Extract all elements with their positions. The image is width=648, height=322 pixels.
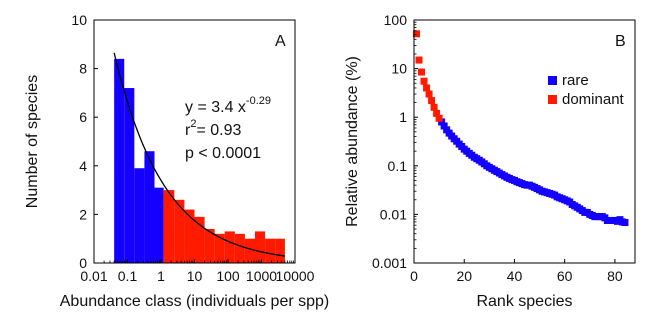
- fit-r-squared: r2= 0.93: [185, 118, 241, 139]
- x-tick-label: 40: [507, 268, 523, 284]
- histogram-bar: [124, 88, 135, 263]
- histogram-bar: [255, 231, 266, 263]
- histogram-bar: [275, 238, 285, 263]
- fit-p-value: p < 0.0001: [185, 145, 261, 162]
- data-point-dominant: [415, 56, 423, 64]
- data-point-rare: [621, 219, 629, 227]
- x-tick-label: 1: [157, 268, 165, 284]
- panel-a-y-ticks: 0 2 4 6 8 10: [71, 12, 98, 271]
- data-point-dominant: [418, 68, 426, 76]
- y-tick-label: 2: [79, 206, 87, 222]
- histogram-bar: [174, 199, 185, 263]
- histogram-bar: [114, 58, 125, 263]
- x-tick-label: 10000: [276, 268, 315, 284]
- fit-equation: y = 3.4 x-0.29: [185, 95, 271, 116]
- x-tick-label: 0: [410, 268, 418, 284]
- y-tick-label: 0.001: [372, 255, 407, 271]
- histogram-bar: [184, 209, 195, 263]
- histogram-bar: [163, 190, 175, 263]
- data-point-rare: [440, 122, 448, 130]
- x-tick-label: 60: [557, 268, 573, 284]
- panel-a-y-axis-label: Number of species: [24, 75, 41, 208]
- y-tick-label: 10: [71, 12, 87, 28]
- x-tick-label: 1000: [246, 268, 277, 284]
- panel-b-y-ticks: 0.001 0.01 0.1 1 10 100: [372, 12, 418, 271]
- data-point-dominant: [420, 77, 428, 85]
- panel-b-legend: rare dominant: [548, 72, 625, 108]
- y-tick-label: 4: [79, 158, 87, 174]
- legend-label-dominant: dominant: [562, 91, 625, 108]
- power-law-fit-curve: [113, 52, 286, 257]
- histogram-bar: [134, 168, 145, 263]
- panel-b-x-ticks: 0 20 40 60 80: [410, 259, 623, 284]
- x-tick-label: 100: [216, 268, 240, 284]
- legend-label-rare: rare: [562, 72, 589, 89]
- data-point-dominant: [433, 109, 441, 117]
- x-tick-label: 80: [607, 268, 623, 284]
- panel-b-plot-frame: [413, 19, 636, 264]
- panel-b-points: [413, 30, 629, 227]
- y-tick-label: 1: [399, 109, 407, 125]
- panel-a-x-axis-label: Abundance class (individuals per spp): [60, 293, 329, 310]
- y-tick-label: 8: [79, 61, 87, 77]
- histogram-bar: [144, 151, 155, 263]
- x-tick-label: 20: [456, 268, 472, 284]
- y-tick-label: 0.01: [380, 206, 407, 222]
- panel-b-label: B: [615, 33, 626, 50]
- data-point-dominant: [423, 84, 431, 92]
- histogram-bar: [214, 233, 225, 263]
- legend-swatch-rare: [548, 76, 557, 85]
- panel-b-x-axis-label: Rank species: [476, 293, 572, 310]
- panel-b-rank-abundance: 0.001 0.01 0.1 1 10 100 0 20 40 60 80 B rare domi…: [344, 12, 636, 310]
- y-tick-label: 0: [79, 255, 87, 271]
- y-tick-label: 0.1: [388, 158, 408, 174]
- data-point-dominant: [435, 114, 443, 122]
- x-tick-label: 0.1: [118, 268, 138, 284]
- y-tick-label: 10: [391, 61, 407, 77]
- panel-a-label: A: [275, 33, 286, 50]
- histogram-bar: [234, 233, 245, 263]
- histogram-bar: [224, 231, 235, 263]
- panel-a-bars: [114, 58, 285, 263]
- histogram-bar: [154, 187, 164, 263]
- x-tick-label: 0.01: [80, 268, 107, 284]
- data-point-dominant: [428, 97, 436, 105]
- x-tick-label: 10: [187, 268, 203, 284]
- panel-b-y-axis-label: Relative abundance (%): [344, 56, 361, 227]
- y-tick-label: 6: [79, 109, 87, 125]
- legend-swatch-dominant: [548, 95, 557, 104]
- data-point-dominant: [430, 103, 438, 111]
- y-tick-label: 100: [384, 12, 408, 28]
- histogram-bar: [204, 228, 215, 263]
- histogram-bar: [244, 238, 256, 263]
- histogram-bar: [265, 238, 276, 263]
- data-point-dominant: [413, 30, 421, 38]
- data-point-dominant: [425, 90, 433, 98]
- data-point-rare: [438, 118, 446, 126]
- histogram-bar: [194, 216, 205, 263]
